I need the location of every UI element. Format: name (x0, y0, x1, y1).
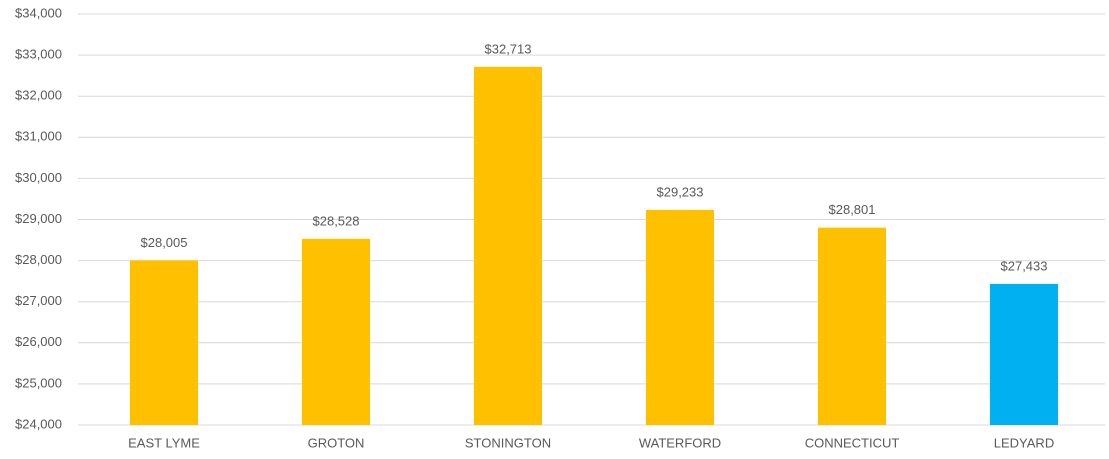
y-tick-label: $31,000 (15, 129, 62, 144)
value-label: $28,801 (829, 202, 876, 217)
y-tick-label: $30,000 (15, 170, 62, 185)
x-tick-label: GROTON (308, 435, 365, 450)
x-tick-label: EAST LYME (128, 435, 200, 450)
y-tick-label: $32,000 (15, 88, 62, 103)
bar (474, 66, 542, 426)
y-tick-label: $27,000 (15, 293, 62, 308)
y-tick-label: $34,000 (15, 5, 62, 20)
value-label: $28,005 (141, 235, 188, 250)
y-tick-label: $28,000 (15, 252, 62, 267)
x-tick-label: LEDYARD (994, 435, 1054, 450)
value-label: $28,528 (313, 213, 360, 228)
bar (646, 209, 714, 425)
bar (302, 238, 370, 425)
bar (130, 260, 198, 425)
x-tick-label: WATERFORD (639, 435, 721, 450)
bar (818, 227, 886, 425)
value-label: $29,233 (657, 184, 704, 199)
y-tick-label: $26,000 (15, 334, 62, 349)
x-tick-label: STONINGTON (465, 435, 551, 450)
value-label: $32,713 (485, 41, 532, 56)
y-tick-label: $33,000 (15, 47, 62, 62)
bar (990, 283, 1058, 425)
y-tick-label: $25,000 (15, 375, 62, 390)
y-tick-label: $29,000 (15, 211, 62, 226)
value-label: $27,433 (1001, 258, 1048, 273)
x-tick-label: CONNECTICUT (805, 435, 900, 450)
y-tick-label: $24,000 (15, 416, 62, 431)
